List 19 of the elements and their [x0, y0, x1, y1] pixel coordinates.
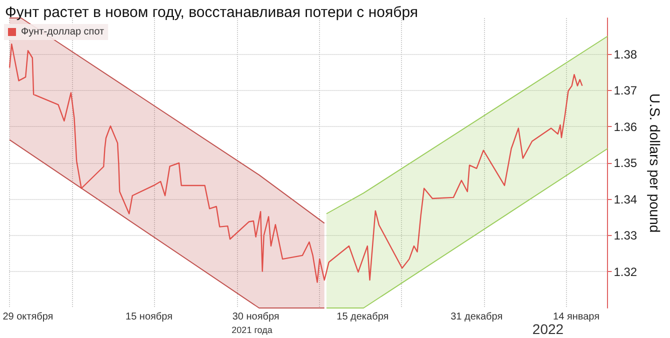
line-series [8, 44, 583, 283]
chart-title: Фунт растет в новом году, восстанавливая потери с ноября [5, 4, 418, 21]
x-tick-label: 31 декабря [450, 312, 503, 322]
x-tick-label: 30 ноября [232, 312, 280, 322]
x-tick-label: 15 декабря [336, 312, 389, 322]
y-tick-label: 1.38 [614, 47, 638, 62]
y-tick-label: 1.36 [614, 120, 638, 134]
y-tick-label: 1.32 [614, 264, 638, 279]
y-tick-label: 1.33 [614, 228, 638, 242]
y-tick-label: 1.37 [614, 84, 638, 98]
legend-label: Фунт-доллар спот [21, 26, 105, 38]
text: 2022 [532, 321, 564, 337]
x-tick-label: 14 января [553, 312, 600, 322]
text: 2021 года [232, 325, 272, 335]
y-tick-label: 1.34 [614, 192, 638, 206]
y-axis-title: U.S. dollars per pound [647, 93, 663, 233]
x-tick-label: 29 октября [2, 312, 54, 322]
y-tick-label: 1.35 [614, 156, 638, 170]
x-tick-label: 15 ноября [126, 312, 173, 322]
